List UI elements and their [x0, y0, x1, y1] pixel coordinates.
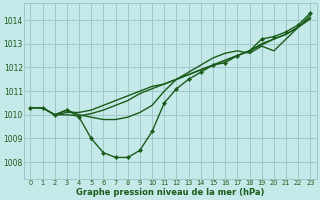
X-axis label: Graphe pression niveau de la mer (hPa): Graphe pression niveau de la mer (hPa): [76, 188, 265, 197]
